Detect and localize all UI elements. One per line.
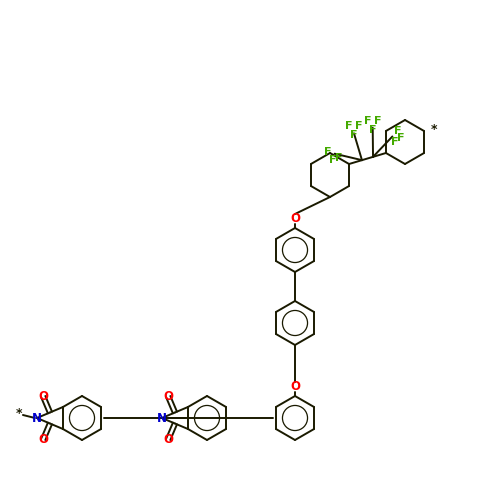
- Text: O: O: [290, 380, 300, 394]
- Text: F: F: [355, 122, 362, 132]
- Text: F: F: [390, 138, 398, 147]
- Text: O: O: [164, 432, 173, 446]
- Text: *: *: [16, 406, 22, 420]
- Text: F: F: [364, 116, 372, 126]
- Text: O: O: [164, 390, 173, 404]
- Text: F: F: [345, 122, 352, 132]
- Text: F: F: [324, 146, 332, 156]
- Text: O: O: [290, 212, 300, 226]
- Text: F: F: [329, 154, 336, 164]
- Text: F: F: [374, 116, 382, 126]
- Text: N: N: [157, 412, 167, 424]
- Text: *: *: [431, 122, 438, 136]
- Text: F: F: [394, 126, 401, 136]
- Text: O: O: [38, 390, 48, 404]
- Text: F: F: [350, 130, 358, 140]
- Text: F: F: [369, 124, 376, 134]
- Text: F: F: [396, 134, 404, 143]
- Text: N: N: [32, 412, 42, 424]
- Text: F: F: [335, 152, 342, 162]
- Text: O: O: [38, 432, 48, 446]
